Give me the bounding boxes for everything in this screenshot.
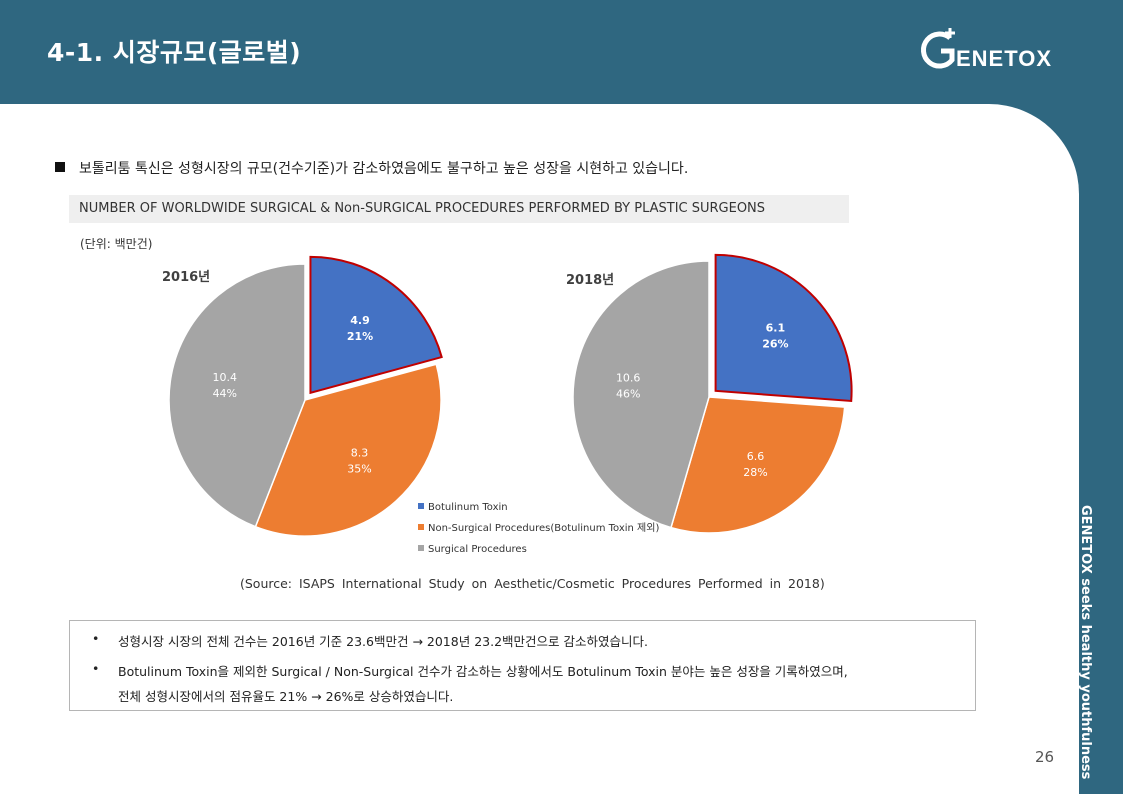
slice-value-label: 10.6 xyxy=(616,372,641,385)
pie-slice xyxy=(714,253,853,403)
slice-value-label: 6.1 xyxy=(766,321,786,334)
legend-label: Surgical Procedures xyxy=(428,544,527,555)
pie-slice xyxy=(254,363,442,537)
slice-percent-label: 35% xyxy=(347,463,371,476)
note-line-2: Botulinum Toxin을 제외한 Surgical / Non-Surg… xyxy=(118,664,848,679)
slice-value-label: 6.6 xyxy=(747,450,765,463)
slice-value-label: 8.3 xyxy=(351,447,369,460)
intro-statement: 보톨리툼 톡신은 성형시장의 규모(건수기준)가 감소하였음에도 불구하고 높은… xyxy=(55,158,688,178)
slice-percent-label: 44% xyxy=(213,387,237,400)
slice-percent-label: 26% xyxy=(762,337,788,350)
slice-percent-label: 28% xyxy=(743,466,767,479)
slice-percent-label: 46% xyxy=(616,388,640,401)
genetox-logo: ENETOX xyxy=(920,28,1052,71)
legend-label: Non-Surgical Procedures(Botulinum Toxin … xyxy=(428,522,659,534)
slice-percent-label: 21% xyxy=(347,330,373,343)
pie-slice xyxy=(309,255,443,395)
slice-value-label: 10.4 xyxy=(213,371,238,384)
note-line-3: 전체 성형시장에서의 점유율도 21% → 26%로 상승하였습니다. xyxy=(118,689,454,704)
notes-box: • 성형시장 시장의 전체 건수는 2016년 기준 23.6백만건 → 201… xyxy=(69,620,976,711)
legend-swatch xyxy=(418,524,424,530)
pie-slice xyxy=(572,260,710,529)
chart-title: 2016년 xyxy=(162,270,210,285)
chart-banner-text: NUMBER OF WORLDWIDE SURGICAL & Non-SURGI… xyxy=(79,201,766,216)
header-bar: 4-1. 시장규모(글로벌) ENETOX xyxy=(0,0,1123,104)
unit-label: (단위: 백만건) xyxy=(80,237,153,251)
legend-swatch xyxy=(418,503,424,509)
note-line-1: 성형시장 시장의 전체 건수는 2016년 기준 23.6백만건 → 2018년… xyxy=(118,634,648,649)
legend-label: Botulinum Toxin xyxy=(428,502,508,513)
square-bullet-icon xyxy=(55,162,65,172)
page-number: 26 xyxy=(1035,748,1055,766)
page-title: 4-1. 시장규모(글로벌) xyxy=(47,38,302,67)
source-citation: (Source: ISAPS International Study on Ae… xyxy=(240,576,825,591)
legend-swatch xyxy=(418,545,424,551)
pie-slice xyxy=(168,263,306,528)
pie-slice xyxy=(670,396,846,534)
intro-text: 보톨리툼 톡신은 성형시장의 규모(건수기준)가 감소하였음에도 불구하고 높은… xyxy=(79,161,689,177)
slice-value-label: 4.9 xyxy=(350,314,370,327)
note-bullet: • xyxy=(92,661,100,676)
note-bullet: • xyxy=(92,631,100,646)
svg-text:ENETOX: ENETOX xyxy=(956,46,1052,71)
chart-title: 2018년 xyxy=(566,273,614,288)
chart-banner: NUMBER OF WORLDWIDE SURGICAL & Non-SURGI… xyxy=(69,195,849,223)
